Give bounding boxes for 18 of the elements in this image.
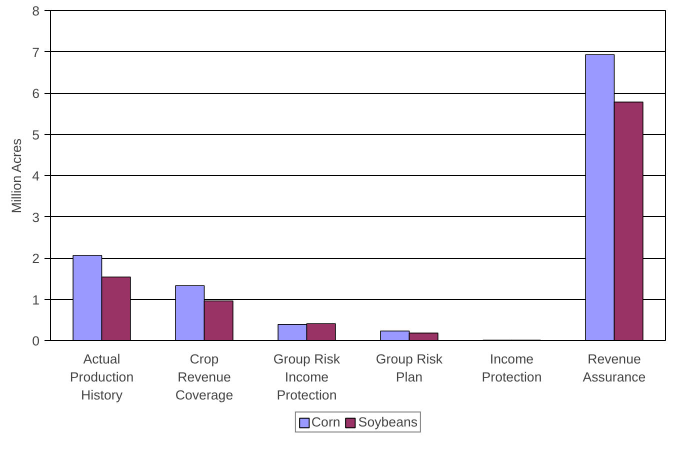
x-tick-label: Revenue Assurance [582,352,646,384]
x-tick-label: Crop Revenue Coverage [175,352,234,402]
y-tick-label: 5 [32,127,40,142]
x-tick-label: Income Protection [482,352,542,384]
y-tick-label: 0 [32,334,40,348]
legend-label: Corn [311,414,340,430]
y-tick-label: 3 [32,210,40,225]
y-tick-label: 8 [32,4,40,18]
y-axis-title: Million Acres [9,138,24,214]
y-tick-label: 7 [32,44,40,60]
x-tick-label: Actual Production History [70,352,134,402]
y-tick-label: 2 [32,251,40,266]
y-tick-label: 6 [32,86,40,101]
legend-label: Soybeans [358,414,418,430]
x-tick-label: Group Risk Plan [376,352,443,384]
y-tick-label: 4 [32,168,40,184]
x-tick-label: Group Risk Income Protection [273,352,340,402]
y-tick-label: 1 [32,292,40,308]
